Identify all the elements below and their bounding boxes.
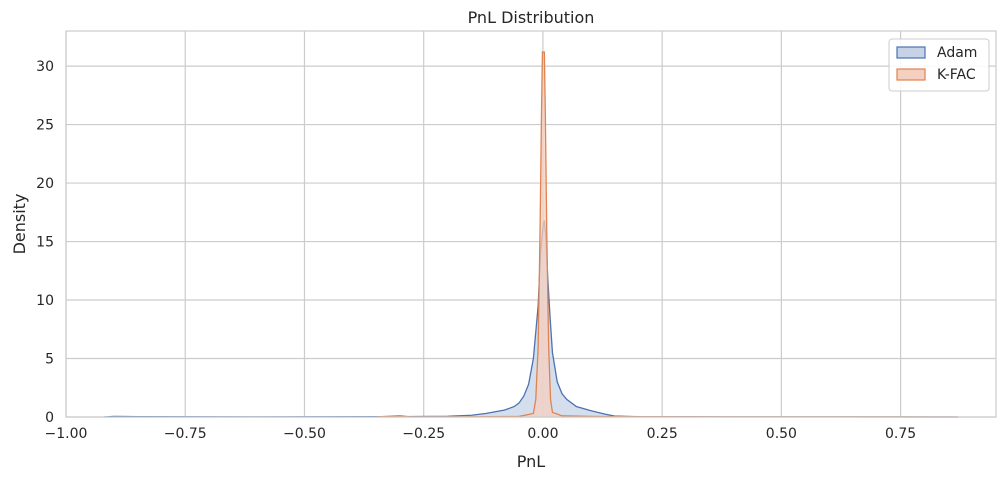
y-tick-label: 0 (45, 410, 54, 426)
y-tick-label: 20 (36, 176, 54, 192)
grid-lines (65, 31, 996, 418)
x-tick-label: −0.50 (283, 426, 326, 442)
chart-title: PnL Distribution (468, 8, 595, 27)
y-tick-label: 10 (36, 293, 54, 309)
legend: Adam K-FAC (888, 38, 990, 92)
x-tick-label: 0.00 (527, 426, 558, 442)
y-tick-label: 25 (36, 118, 54, 134)
legend-swatch-adam (896, 46, 926, 59)
y-axis-label: Density (10, 194, 29, 255)
x-tick-label: 0.75 (885, 426, 916, 442)
plot-frame (65, 30, 997, 418)
x-tick-label: 0.50 (766, 426, 797, 442)
y-tick-label: 30 (36, 59, 54, 75)
legend-label-k-fac: K-FAC (937, 67, 976, 83)
series-line-k-fac (375, 51, 958, 418)
x-axis-label: PnL (517, 452, 546, 471)
y-axis-ticks: 0 5 10 15 20 25 30 (36, 59, 54, 426)
series-area-adam (104, 220, 958, 417)
x-tick-label: 0.25 (647, 426, 678, 442)
legend-label-adam: Adam (937, 45, 977, 61)
series-area-k-fac (376, 52, 958, 418)
legend-swatch-k-fac (896, 68, 926, 81)
x-tick-label: −0.75 (164, 426, 207, 442)
x-tick-label: −0.25 (402, 426, 445, 442)
x-tick-label: −1.00 (45, 426, 88, 442)
series-layer (104, 51, 958, 418)
y-tick-label: 15 (36, 235, 54, 251)
y-tick-label: 5 (45, 352, 54, 368)
x-axis-ticks: −1.00 −0.75 −0.50 −0.25 0.00 0.25 0.50 0.75 (45, 426, 917, 442)
